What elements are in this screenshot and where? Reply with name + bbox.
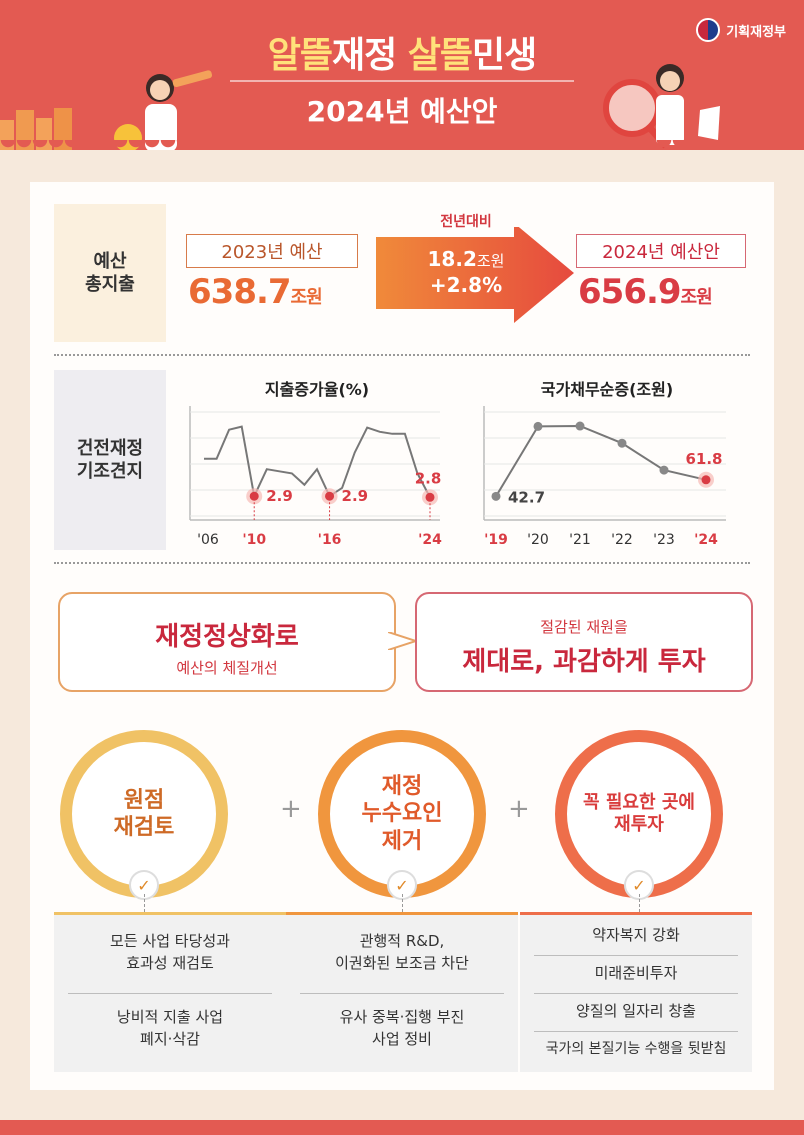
x-tick-label: '24	[418, 532, 442, 548]
detail-separator	[300, 993, 504, 994]
x-tick-label: '22	[611, 532, 633, 548]
x-tick-label: '21	[569, 532, 591, 548]
header-scallop	[0, 140, 804, 150]
x-tick-label: '10	[242, 532, 266, 548]
data-point	[491, 491, 501, 501]
woman-telescope-illustration	[0, 70, 213, 150]
data-label: 2.8	[415, 469, 442, 487]
yoy-unit: 조원	[476, 252, 505, 270]
normalization-title: 재정정상화로	[155, 622, 299, 652]
x-tick-label: '24	[694, 532, 718, 548]
yoy-number: 18.2	[427, 247, 477, 271]
x-tick-label: '16	[318, 532, 342, 548]
x-tick-label: '20	[527, 532, 549, 548]
increase-arrow: 전년대비 18.2조원 +2.8%	[376, 214, 586, 323]
budget-label: 예산 총지출	[54, 204, 166, 342]
new-year-label: 2024년 예산안	[576, 234, 746, 268]
title-part: 민생	[472, 35, 537, 76]
page-subtitle: 2024년 예산안	[306, 95, 498, 128]
man-magnifier-illustration	[603, 64, 720, 149]
title-divider	[230, 80, 574, 82]
chart-title-debt: 국가채무순증(조원)	[540, 380, 674, 399]
detail-item: 낭비적 지출 사업 폐지·삭감	[116, 1008, 224, 1048]
chart-title-growth: 지출증가율(%)	[264, 380, 370, 399]
data-label: 2.9	[266, 487, 293, 505]
growth-rate-chart: 2.9 2.9 2.8 '06 '10 '16 '24	[189, 406, 442, 548]
connector-line	[402, 894, 403, 912]
data-point	[575, 421, 585, 431]
debt-increase-chart: 42.7 61.8 '19 '20 '21 '22 '23 '24	[483, 406, 726, 548]
pillar-detail-leak: 관행적 R&D, 이권화된 보조금 차단 유사 중복·집행 부진 사업 정비	[286, 912, 518, 1072]
footer-bar	[0, 1120, 804, 1135]
series-line	[495, 424, 707, 497]
header-banner: 기획재정부 알뜰재정 살뜰민생 2024년 예산안	[0, 0, 804, 150]
detail-item: 모든 사업 타당성과 효과성 재검토	[110, 932, 230, 972]
plus-icon: +	[508, 794, 530, 824]
new-value-unit: 조원	[680, 287, 713, 308]
data-label: 2.9	[342, 487, 369, 505]
connector-line	[639, 894, 640, 912]
data-point	[325, 491, 335, 501]
data-point	[659, 465, 669, 475]
detail-item: 국가의 본질기능 수행을 뒷받침	[545, 1041, 727, 1057]
prev-year-value: 638.7조원	[188, 272, 323, 312]
title-part: 재정	[331, 35, 408, 76]
section-divider	[54, 562, 750, 564]
x-tick-label: '23	[653, 532, 675, 548]
title-part: 살뜰	[407, 35, 473, 76]
normalization-bubble: 재정정상화로 예산의 체질개선	[58, 592, 396, 692]
data-point	[617, 438, 627, 448]
section-divider	[54, 354, 750, 356]
content-panel: 예산 총지출 2023년 예산 638.7조원 전년대비 18.2조원 +2.8…	[30, 182, 774, 1090]
prev-value-unit: 조원	[290, 287, 323, 308]
data-point	[533, 421, 543, 431]
detail-separator	[534, 955, 738, 956]
data-point	[425, 492, 435, 502]
detail-item: 약자복지 강화	[592, 926, 680, 944]
yoy-label: 전년대비	[440, 214, 492, 230]
detail-separator	[68, 993, 272, 994]
main-title: 알뜰재정 살뜰민생	[0, 26, 804, 78]
arrow-shape	[376, 227, 574, 323]
pillar-detail-reinvest: 약자복지 강화 미래준비투자 양질의 일자리 창출 국가의 본질기능 수행을 뒷…	[520, 912, 752, 1072]
detail-separator	[534, 1031, 738, 1032]
fiscal-label: 건전재정 기조견지	[54, 370, 166, 550]
bubble-tail	[388, 632, 416, 650]
series-line	[204, 425, 431, 500]
new-year-value: 656.9조원	[578, 272, 713, 312]
detail-item: 미래준비투자	[594, 964, 678, 982]
ministry-name: 기획재정부	[726, 24, 786, 40]
x-tick-label: '06	[197, 532, 219, 548]
plus-icon: +	[280, 794, 302, 824]
prev-year-label: 2023년 예산	[186, 234, 358, 268]
prev-value-number: 638.7	[188, 272, 292, 312]
data-label: 61.8	[685, 450, 722, 468]
data-point	[701, 475, 711, 485]
new-value-number: 656.9	[578, 272, 682, 312]
data-point	[249, 491, 259, 501]
connector-line	[144, 894, 145, 912]
yoy-percent: +2.8%	[429, 273, 503, 297]
yoy-amount: 18.2조원	[376, 247, 556, 271]
investment-title: 제대로, 과감하게 투자	[462, 647, 706, 677]
pillar-detail-review: 모든 사업 타당성과 효과성 재검토 낭비적 지출 사업 폐지·삭감	[54, 912, 286, 1072]
detail-item: 관행적 R&D, 이권화된 보조금 차단	[335, 932, 469, 972]
detail-item: 양질의 일자리 창출	[576, 1002, 696, 1020]
title-part: 알뜰	[267, 35, 333, 76]
normalization-sub: 예산의 체질개선	[176, 659, 278, 677]
x-tick-label: '19	[484, 532, 508, 548]
investment-sub: 절감된 재원을	[540, 618, 628, 636]
taegeuk-icon	[696, 18, 721, 42]
data-label: 42.7	[508, 488, 545, 506]
detail-separator	[534, 993, 738, 994]
ministry-logo: 기획재정부	[696, 18, 786, 42]
investment-bubble: 절감된 재원을 제대로, 과감하게 투자	[415, 592, 753, 692]
detail-item: 유사 중복·집행 부진 사업 정비	[339, 1008, 465, 1048]
